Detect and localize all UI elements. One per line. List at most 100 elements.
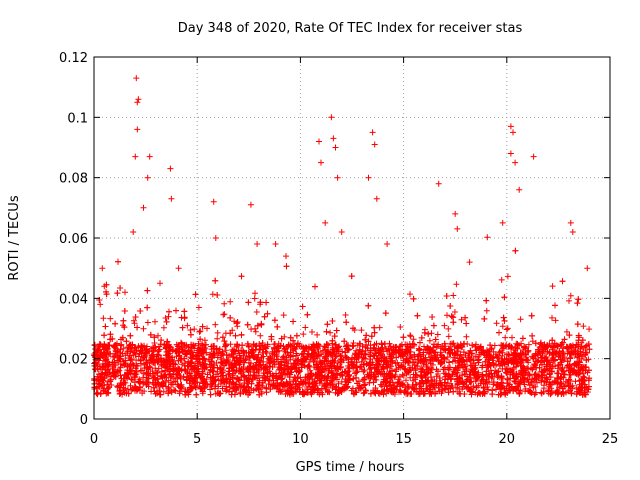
data-point — [200, 361, 207, 368]
data-point — [157, 391, 164, 398]
data-point — [467, 374, 474, 381]
data-point — [134, 324, 141, 331]
data-point — [263, 345, 270, 352]
data-point — [163, 357, 170, 364]
data-point — [404, 390, 411, 397]
data-point — [325, 342, 332, 349]
data-point — [166, 308, 172, 315]
data-point — [204, 325, 210, 332]
data-point — [324, 341, 331, 348]
data-point — [480, 384, 487, 391]
data-point — [561, 371, 568, 378]
data-point — [586, 346, 593, 353]
data-point — [365, 372, 372, 379]
data-point — [497, 391, 504, 398]
data-point — [210, 352, 217, 359]
data-point — [443, 293, 450, 299]
data-point — [244, 340, 251, 347]
data-point — [417, 339, 423, 346]
data-point — [423, 385, 430, 392]
data-point — [160, 388, 167, 395]
data-point — [324, 348, 331, 355]
data-point — [387, 353, 394, 360]
data-point — [418, 334, 425, 341]
data-point — [309, 376, 316, 383]
data-point — [150, 345, 157, 352]
data-point — [403, 356, 410, 363]
data-point — [356, 346, 363, 353]
data-point — [117, 353, 124, 360]
data-point — [451, 309, 458, 315]
data-point — [312, 371, 319, 378]
data-point — [110, 370, 116, 377]
data-point — [333, 371, 340, 378]
data-point — [181, 308, 188, 315]
data-point — [349, 354, 356, 361]
data-point — [201, 385, 208, 392]
data-point — [212, 377, 219, 383]
data-point — [353, 363, 360, 370]
data-point — [483, 297, 490, 304]
data-point — [485, 386, 492, 393]
data-point — [414, 363, 421, 370]
data-point — [572, 347, 579, 354]
data-point — [321, 361, 328, 368]
data-point — [540, 347, 547, 354]
data-point — [314, 331, 321, 338]
data-point — [462, 314, 469, 321]
data-point — [402, 359, 409, 366]
data-point — [126, 352, 133, 359]
data-point — [432, 390, 438, 397]
data-point — [140, 379, 147, 386]
data-point — [546, 371, 553, 378]
data-point — [484, 234, 491, 241]
data-point — [162, 367, 168, 374]
data-point — [440, 366, 447, 373]
data-point — [405, 369, 412, 376]
data-point — [479, 364, 486, 371]
data-point — [184, 322, 191, 329]
data-point — [305, 371, 311, 378]
data-point — [202, 341, 209, 348]
data-point — [207, 367, 214, 374]
data-point — [543, 363, 550, 370]
data-point — [227, 298, 234, 305]
data-point — [101, 374, 108, 381]
data-point — [298, 343, 305, 350]
data-point — [295, 340, 301, 347]
data-point — [290, 318, 297, 325]
data-point — [237, 390, 244, 397]
data-points — [91, 75, 593, 398]
data-point — [292, 378, 299, 385]
data-point — [546, 365, 553, 372]
data-point — [138, 350, 145, 357]
data-point — [538, 368, 545, 375]
data-point — [158, 337, 165, 344]
data-point — [557, 381, 564, 388]
data-point — [124, 386, 131, 393]
data-point — [273, 373, 280, 380]
data-point — [155, 347, 162, 354]
data-point — [254, 322, 261, 329]
data-point — [504, 325, 511, 332]
data-point — [512, 344, 519, 351]
data-point — [280, 353, 287, 360]
data-point — [396, 373, 403, 380]
data-point — [123, 338, 130, 345]
data-point — [527, 389, 534, 396]
data-point — [392, 372, 399, 378]
data-point — [496, 329, 502, 336]
data-point — [181, 314, 188, 321]
data-point — [467, 356, 474, 363]
data-point — [498, 379, 505, 386]
data-point — [194, 353, 201, 360]
data-point — [144, 287, 151, 294]
data-point — [192, 362, 199, 369]
data-point — [498, 276, 505, 283]
data-point — [117, 361, 124, 367]
data-point — [321, 375, 328, 382]
data-point — [522, 345, 529, 352]
data-point — [234, 376, 241, 383]
data-point — [107, 378, 114, 385]
data-point — [466, 378, 473, 385]
